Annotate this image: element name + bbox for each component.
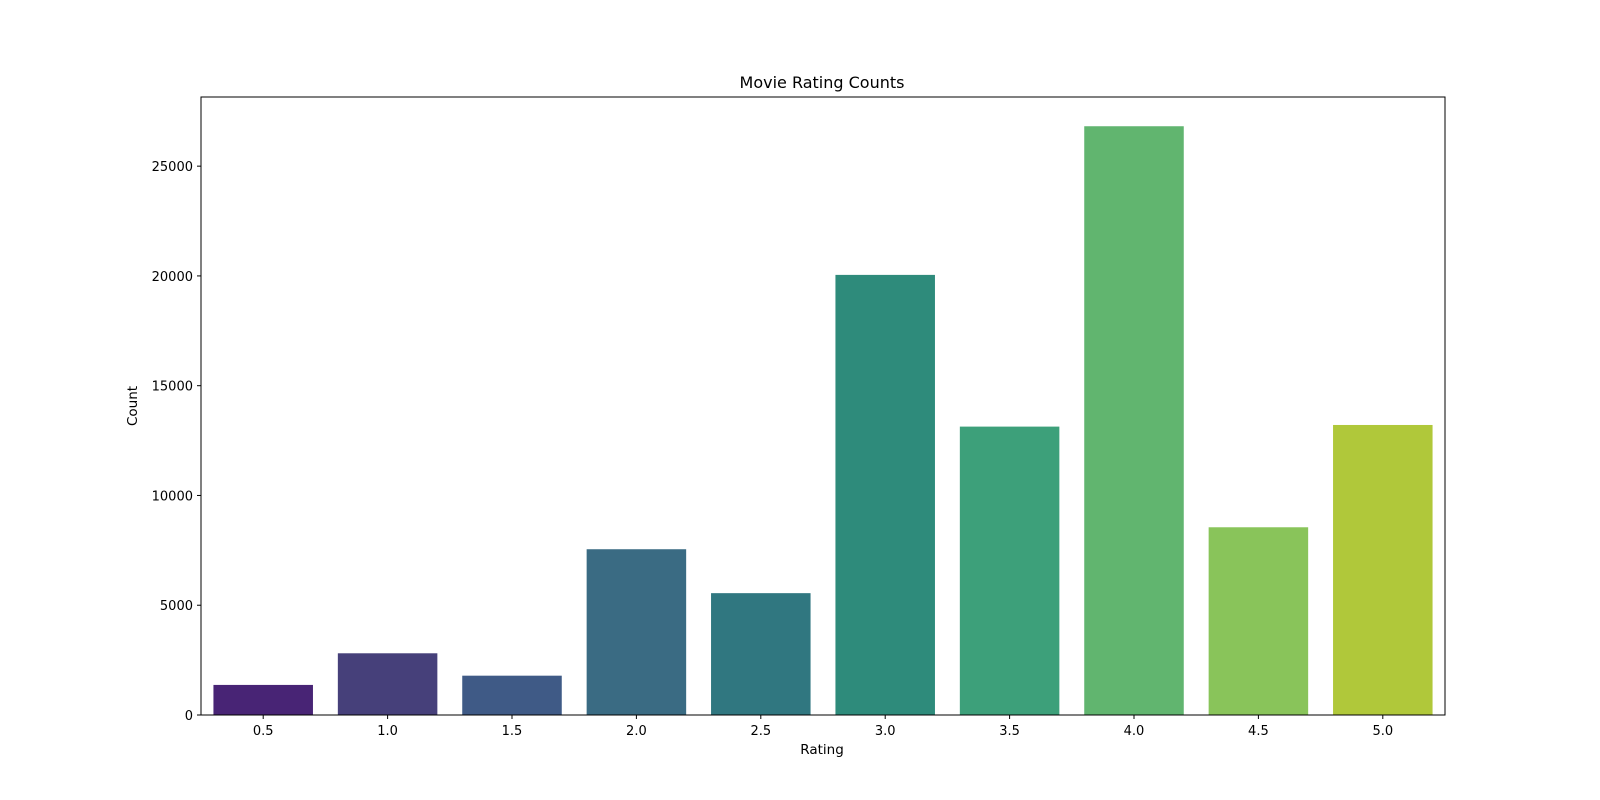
bar-1.0 [337, 653, 438, 715]
bar-4.5 [1208, 527, 1309, 715]
bar-3.0 [835, 274, 935, 715]
plot-frame [200, 96, 1446, 716]
x-tick-label: 4.0 [1124, 724, 1145, 739]
x-tick-label: 1.5 [502, 724, 523, 739]
x-tick-label: 3.5 [999, 724, 1020, 739]
bar-3.5 [959, 426, 1060, 715]
x-tick-label: 0.5 [253, 724, 274, 739]
bar-2.0 [586, 549, 687, 715]
y-tick-label: 15000 [152, 380, 193, 395]
y-axis-label: Count [125, 386, 141, 426]
bar-2.5 [711, 593, 811, 715]
x-tick-label: 4.5 [1248, 724, 1269, 739]
bars-layer [213, 126, 1433, 716]
x-axis: 0.5 1.0 1.5 2.0 2.5 3.0 3.5 4.0 4.5 5.0 [253, 715, 1393, 739]
y-tick-label: 20000 [152, 270, 193, 285]
bar-4.0 [1084, 126, 1184, 716]
y-axis: 0 5000 10000 15000 20000 25000 [152, 160, 201, 724]
x-tick-label: 2.5 [750, 724, 771, 739]
x-axis-label: Rating [800, 742, 844, 758]
y-tick-label: 5000 [160, 599, 193, 614]
bar-1.5 [462, 675, 562, 715]
x-tick-label: 5.0 [1372, 724, 1393, 739]
x-tick-label: 1.0 [377, 724, 398, 739]
bar-5.0 [1333, 424, 1433, 715]
x-tick-label: 2.0 [626, 724, 647, 739]
chart-title: Movie Rating Counts [740, 73, 905, 92]
bar-0.5 [213, 684, 313, 715]
y-tick-label: 25000 [152, 160, 193, 175]
y-tick-label: 10000 [152, 489, 193, 504]
x-tick-label: 3.0 [875, 724, 896, 739]
y-tick-label: 0 [185, 709, 193, 724]
